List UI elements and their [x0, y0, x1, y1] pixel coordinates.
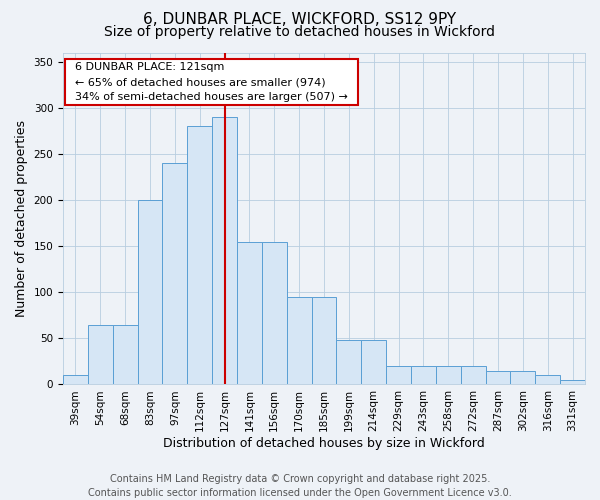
Bar — [337, 340, 361, 384]
X-axis label: Distribution of detached houses by size in Wickford: Distribution of detached houses by size … — [163, 437, 485, 450]
Bar — [560, 380, 585, 384]
Bar — [88, 324, 113, 384]
Bar — [237, 242, 262, 384]
Bar — [113, 324, 137, 384]
Bar — [287, 297, 311, 384]
Bar — [311, 297, 337, 384]
Bar — [386, 366, 411, 384]
Text: 6, DUNBAR PLACE, WICKFORD, SS12 9PY: 6, DUNBAR PLACE, WICKFORD, SS12 9PY — [143, 12, 457, 28]
Bar — [187, 126, 212, 384]
Bar — [63, 375, 88, 384]
Bar — [137, 200, 163, 384]
Bar — [361, 340, 386, 384]
Text: 6 DUNBAR PLACE: 121sqm
  ← 65% of detached houses are smaller (974)
  34% of sem: 6 DUNBAR PLACE: 121sqm ← 65% of detached… — [68, 62, 355, 102]
Bar — [212, 117, 237, 384]
Bar — [163, 163, 187, 384]
Bar — [511, 370, 535, 384]
Bar — [485, 370, 511, 384]
Bar — [436, 366, 461, 384]
Bar — [411, 366, 436, 384]
Bar — [262, 242, 287, 384]
Text: Contains HM Land Registry data © Crown copyright and database right 2025.
Contai: Contains HM Land Registry data © Crown c… — [88, 474, 512, 498]
Bar — [461, 366, 485, 384]
Text: Size of property relative to detached houses in Wickford: Size of property relative to detached ho… — [104, 25, 496, 39]
Y-axis label: Number of detached properties: Number of detached properties — [15, 120, 28, 317]
Bar — [535, 375, 560, 384]
